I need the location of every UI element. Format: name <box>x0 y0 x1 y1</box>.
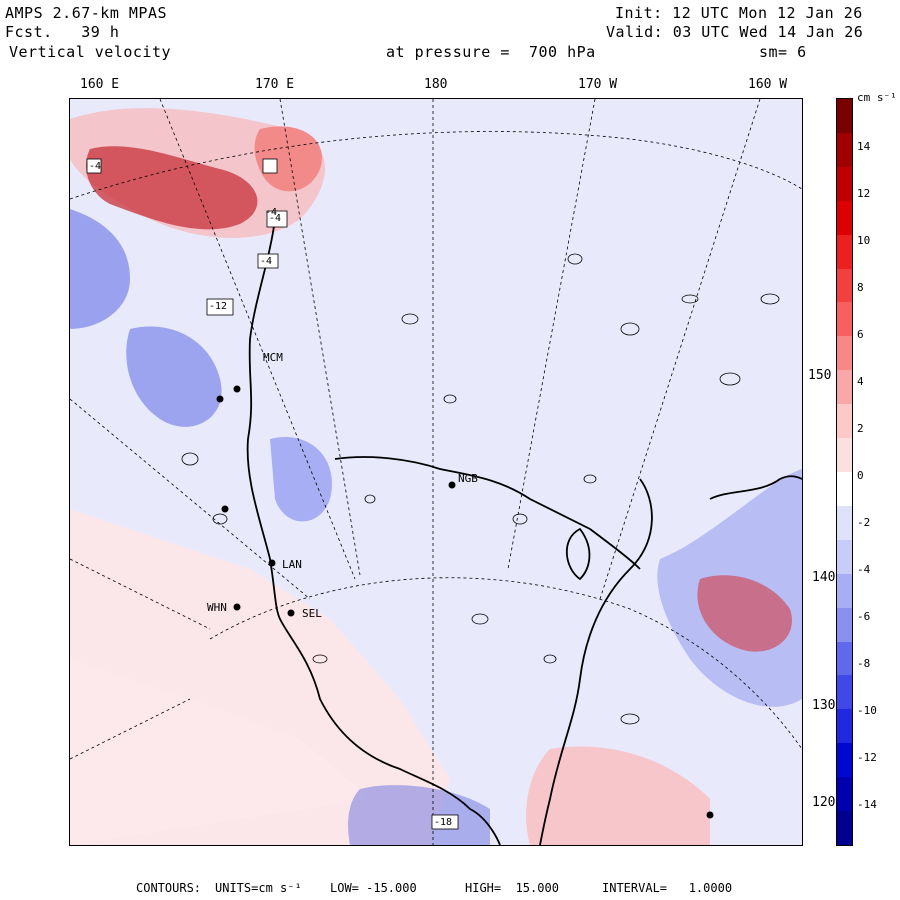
colorbar-swatch <box>837 811 852 845</box>
colorbar-label: 4 <box>857 375 864 388</box>
colorbar-label: 12 <box>857 187 871 200</box>
coastline <box>246 218 802 845</box>
forecast-hour: Fcst. 39 h <box>5 23 120 41</box>
colorbar-label: -8 <box>857 657 871 670</box>
model-title: AMPS 2.67-km MPAS <box>5 4 168 22</box>
colorbar-label: -4 <box>857 563 871 576</box>
station-whn: WHN <box>207 601 227 614</box>
strong-updraft-nw <box>86 146 258 230</box>
negative-region-center <box>270 437 332 522</box>
station-lan: LAN <box>282 558 302 571</box>
colorbar-label: -6 <box>857 610 871 623</box>
colorbar-label: -2 <box>857 516 871 529</box>
colorbar <box>836 98 853 846</box>
negative-region-west <box>70 209 130 329</box>
colorbar-label: 8 <box>857 281 864 294</box>
init-time: Init: 12 UTC Mon 12 Jan 26 <box>615 4 863 22</box>
pressure-level: at pressure = 700 hPa <box>386 43 596 61</box>
colorbar-swatch <box>837 539 852 574</box>
colorbar-swatch <box>837 641 852 676</box>
colorbar-swatch <box>837 675 852 710</box>
vertical-velocity-map <box>70 99 802 845</box>
smoothing-value: sm= 6 <box>759 43 807 61</box>
footer-units: UNITS=cm s⁻¹ <box>215 881 302 895</box>
colorbar-swatch <box>837 132 852 167</box>
colorbar-swatch <box>837 404 852 439</box>
footer-interval: INTERVAL= 1.0000 <box>602 881 733 895</box>
colorbar-swatch <box>837 709 852 744</box>
colorbar-label: -14 <box>857 798 877 811</box>
colorbar-label: -12 <box>857 751 877 764</box>
lon-label-170e: 170 E <box>255 77 295 92</box>
colorbar-swatch <box>837 99 852 133</box>
contour-label-2: -4 <box>269 213 282 224</box>
lon-label-160w: 160 W <box>748 77 788 92</box>
contour-cells <box>181 253 780 725</box>
colorbar-swatch <box>837 777 852 812</box>
positive-region-south <box>526 746 710 845</box>
lon-label-170w: 170 W <box>578 77 618 92</box>
station-sel: SEL <box>302 607 322 620</box>
contour-label-3: -4 <box>260 256 273 267</box>
graticule <box>70 99 802 845</box>
station-markers <box>216 385 714 819</box>
contour-labels <box>86 158 459 830</box>
field-name: Vertical velocity <box>9 43 172 61</box>
colorbar-swatch <box>837 573 852 608</box>
colorbar-swatch <box>837 505 852 540</box>
contour-label-6: -18 <box>434 817 453 828</box>
colorbar-swatch <box>837 268 852 303</box>
station-mcm: MCM <box>263 351 283 364</box>
valid-time: Valid: 03 UTC Wed 14 Jan 26 <box>606 23 864 41</box>
contour-label-5: -12 <box>209 301 228 312</box>
colorbar-swatch <box>837 743 852 778</box>
positive-region-north <box>254 126 322 192</box>
contour-label-4: -4 <box>89 161 102 172</box>
colorbar-swatch <box>837 166 852 201</box>
colorbar-label: 6 <box>857 328 864 341</box>
colorbar-label: 14 <box>857 140 871 153</box>
lon-label-160e: 160 E <box>80 77 120 92</box>
colorbar-label: -10 <box>857 704 877 717</box>
colorbar-swatch <box>837 607 852 642</box>
colorbar-units: cm s⁻¹ <box>857 91 897 104</box>
colorbar-swatch <box>837 370 852 405</box>
lon-label-180: 180 <box>424 77 448 92</box>
colorbar-swatch <box>837 471 852 506</box>
colorbar-label: 2 <box>857 422 864 435</box>
station-ngb: NGB <box>458 472 478 485</box>
colorbar-swatch <box>837 336 852 371</box>
positive-region-east <box>697 575 792 652</box>
footer-low: LOW= -15.000 <box>330 881 417 895</box>
negative-region-west-2 <box>126 326 222 427</box>
land-shading-2 <box>70 659 370 845</box>
colorbar-swatch <box>837 200 852 235</box>
colorbar-swatch <box>837 438 852 472</box>
footer-high: HIGH= 15.000 <box>465 881 559 895</box>
colorbar-swatch <box>837 234 852 269</box>
negative-region-south <box>348 785 490 845</box>
contour-label-1: -4 <box>265 207 278 218</box>
colorbar-swatch <box>837 302 852 337</box>
colorbar-label: 0 <box>857 469 864 482</box>
footer-contours-label: CONTOURS: <box>136 881 202 895</box>
map-panel: MCM LAN WHN SEL NGB -4 -4 -4 -4 -12 -18 <box>69 98 803 846</box>
colorbar-label: 10 <box>857 234 871 247</box>
